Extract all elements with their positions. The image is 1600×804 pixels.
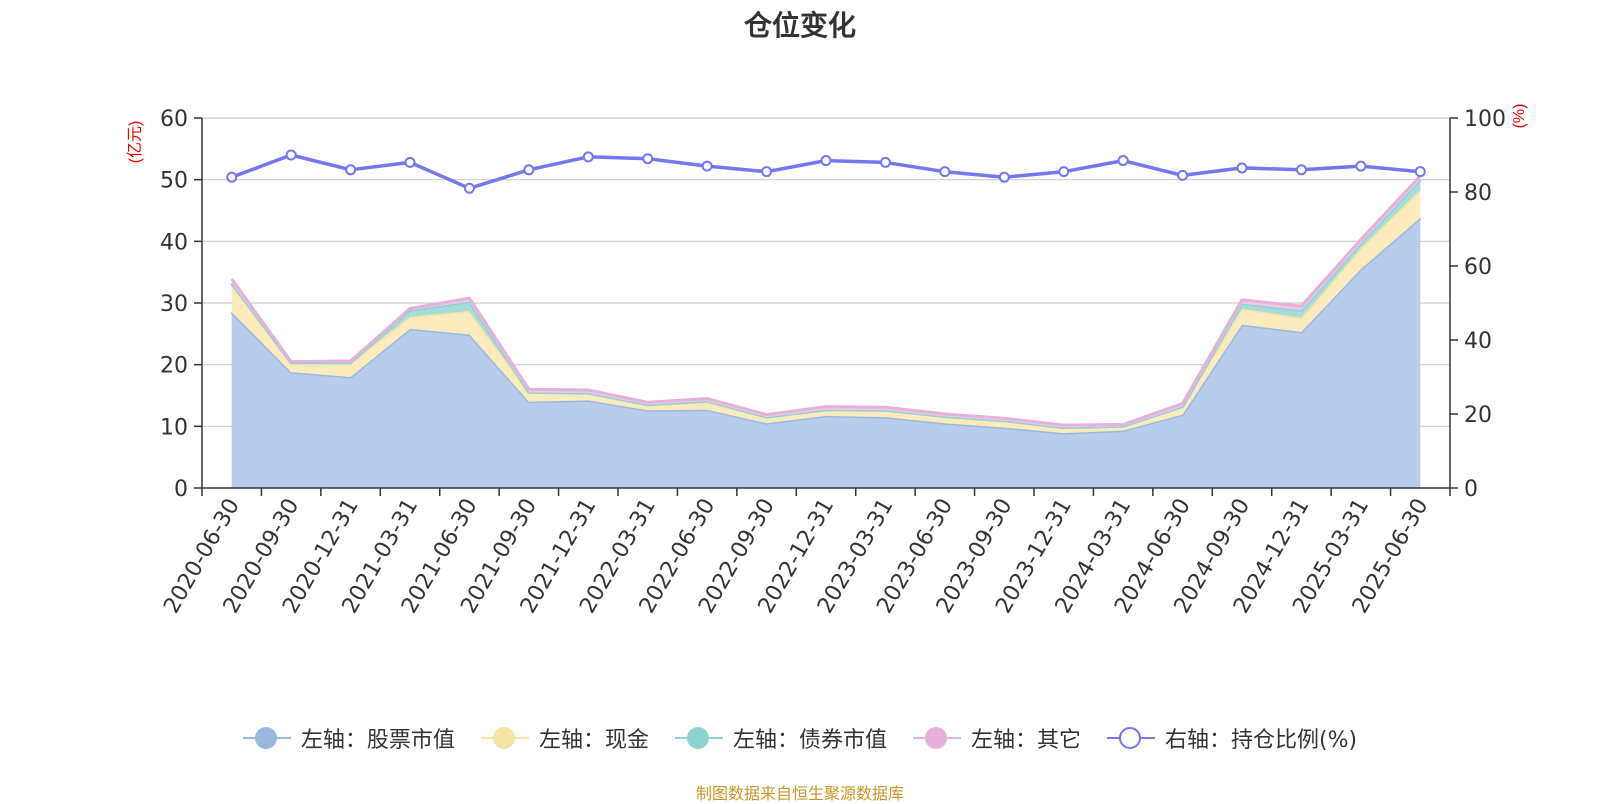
ratio-point bbox=[404, 156, 416, 168]
legend-item[interactable]: 左轴：现金 bbox=[480, 722, 649, 754]
legend: 左轴：股票市值 左轴：现金 左轴：债券市值 左轴：其它 右轴：持仓比例(%) bbox=[0, 722, 1600, 754]
ratio-point bbox=[879, 156, 891, 168]
left-axis-tick-label: 0 bbox=[174, 477, 188, 502]
legend-marker-icon bbox=[912, 726, 961, 750]
ratio-point bbox=[523, 164, 535, 176]
ratio-point bbox=[820, 155, 832, 167]
ratio-point bbox=[1058, 166, 1070, 178]
ratio-point bbox=[1414, 166, 1426, 178]
ratio-point bbox=[1117, 155, 1129, 167]
ratio-line bbox=[226, 149, 1426, 194]
legend-marker-icon bbox=[1106, 726, 1155, 750]
ratio-point bbox=[998, 171, 1010, 183]
legend-item[interactable]: 右轴：持仓比例(%) bbox=[1106, 722, 1358, 754]
ratio-point bbox=[939, 166, 951, 178]
left-axis-tick-label: 60 bbox=[160, 107, 188, 132]
left-axis-unit: (亿元) bbox=[126, 121, 144, 164]
left-axis-tick-label: 10 bbox=[160, 415, 188, 440]
chart-title: 仓位变化 bbox=[743, 9, 856, 42]
legend-item[interactable]: 左轴：债券市值 bbox=[674, 722, 887, 754]
ratio-point bbox=[701, 160, 713, 172]
left-axis-tick-label: 50 bbox=[160, 169, 188, 194]
source-note: 制图数据来自恒生聚源数据库 bbox=[695, 784, 904, 803]
area-左轴：其它 bbox=[231, 176, 1421, 428]
area-左轴：股票市值 bbox=[231, 217, 1421, 488]
legend-item[interactable]: 左轴：其它 bbox=[912, 722, 1081, 754]
legend-label: 左轴：债券市值 bbox=[732, 728, 887, 753]
legend-label: 左轴：其它 bbox=[970, 728, 1081, 753]
stacked-areas bbox=[230, 174, 1422, 488]
legend-item[interactable]: 左轴：股票市值 bbox=[242, 722, 455, 754]
left-axis-tick-label: 40 bbox=[160, 230, 188, 255]
right-axis-tick-label: 20 bbox=[1464, 403, 1492, 428]
ratio-point bbox=[761, 166, 773, 178]
left-axis-tick-label: 30 bbox=[160, 292, 188, 317]
legend-label: 左轴：现金 bbox=[538, 728, 649, 753]
left-axis-tick-label: 20 bbox=[160, 354, 188, 379]
ratio-point bbox=[1236, 162, 1248, 174]
right-axis-tick-label: 0 bbox=[1464, 477, 1478, 502]
ratio-point bbox=[582, 151, 594, 163]
area-edge-左轴：其它 bbox=[230, 174, 1422, 427]
ratio-point bbox=[642, 153, 654, 165]
right-axis-tick-label: 60 bbox=[1464, 255, 1492, 280]
ratio-point bbox=[226, 171, 238, 183]
ratio-point bbox=[1177, 169, 1189, 181]
ratio-point bbox=[345, 164, 357, 176]
legend-marker-icon bbox=[480, 726, 529, 750]
ratio-point bbox=[1295, 164, 1307, 176]
legend-label: 左轴：股票市值 bbox=[300, 728, 455, 753]
legend-marker-icon bbox=[674, 726, 723, 750]
right-axis-unit: (%) bbox=[1511, 104, 1528, 129]
right-axis-tick-label: 100 bbox=[1464, 107, 1506, 132]
legend-marker-icon bbox=[242, 726, 291, 750]
ratio-point bbox=[285, 149, 297, 161]
ratio-point bbox=[463, 182, 475, 194]
right-axis-tick-label: 80 bbox=[1464, 181, 1492, 206]
ratio-point bbox=[1355, 160, 1367, 172]
right-axis-tick-label: 40 bbox=[1464, 329, 1492, 354]
legend-label: 右轴：持仓比例(%) bbox=[1164, 728, 1358, 753]
